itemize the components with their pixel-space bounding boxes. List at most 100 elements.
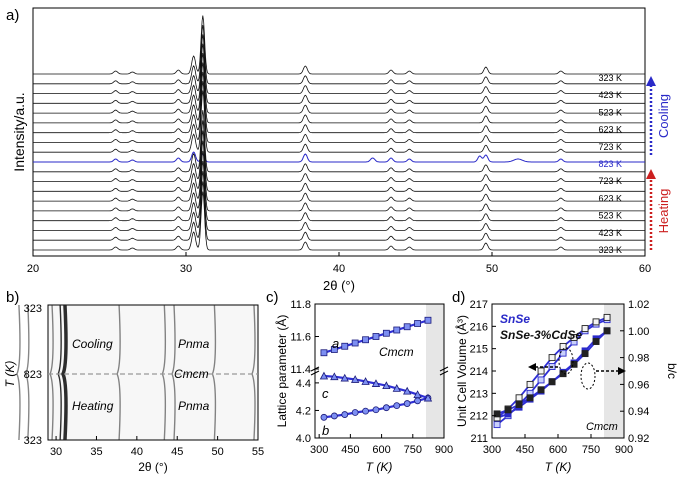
heating-arrow: Heating [646,169,671,250]
heatmap-peak-line [116,304,121,441]
xrd-trace [33,130,645,192]
volume-series-point [504,406,512,414]
y-tick-label: 11.8 [290,299,311,311]
series-point-c [350,375,360,383]
series-point-a [320,349,328,357]
panel-a-frame [32,7,646,257]
x-tick-label: 600 [372,444,390,456]
volume-series-line [496,330,608,415]
panel-a-x-label: 2θ (°) [323,278,355,293]
volume-series-point [592,338,600,345]
xrd-trace [33,62,645,124]
series-point-c [403,386,412,395]
series-point-c [423,393,433,402]
series-point-b [382,404,390,412]
series-point-a [341,342,349,350]
xrd-trace [33,151,645,163]
x-tick-label: 900 [615,444,633,456]
heatmap-cooling-label: Cooling [72,337,113,351]
panel-c-phase-label: Cmcm [379,345,414,359]
series-point-a [403,323,411,331]
heatmap-cmcm-label: Cmcm [174,367,209,381]
x-tick-label: 30 [50,446,62,458]
xrd-trace [33,110,645,173]
x-tick-label: 50 [486,263,498,275]
series-point-c [330,372,339,381]
series-point-a [393,326,401,334]
series-point-b [403,400,411,407]
volume-series-point [515,394,523,402]
x-tick-label: 300 [483,444,501,456]
volume-series-point [515,401,523,408]
series-point-b [330,412,338,420]
series-point-a [424,316,432,324]
heating-arrow-head [646,169,656,179]
temperature-label: 323 K [598,73,622,83]
x-tick-label: 60 [639,263,651,275]
series-point-c [319,371,329,380]
y-tick-label-left: 217 [470,299,488,311]
volume-series-point [581,325,589,333]
volume-series-point [548,354,556,362]
panel-d: d) 211 212 213 214 215 216 217 0.92 0.94 0.96 0.98… [452,289,679,474]
x-tick-label: 450 [516,444,534,456]
x-tick-label: 45 [171,446,183,458]
panel-a-x-ticks: 20 30 40 50 60 [27,252,651,275]
series-point-a [351,339,359,347]
cooling-arrow: Cooling [646,76,671,155]
y-tick-label-left: 213 [470,388,488,400]
panel-d-label: d) [452,289,465,306]
y-tick-label-right: 1.02 [628,299,649,311]
xrd-trace [33,120,645,182]
xrd-trace [33,150,645,212]
panel-d-x-ticks: 300 450 600 750 900 [483,434,633,456]
xrd-trace [33,34,645,94]
ellipse-left [558,347,574,375]
volume-series-line [496,330,608,419]
series-point-c [382,381,391,390]
y-tick-label-right: 1.00 [628,326,649,338]
y-tick-label-left: 212 [470,411,488,423]
panel-d-y-label-left: Unit Cell Volume (Å³) [454,315,469,427]
series-point-c [340,373,349,382]
panel-a-label: a) [6,7,19,24]
panel-b: b) 323 823 323 T (K) 30 35 40 45 50 55 2θ (°)… [3,289,264,474]
y-tick-label-right: 0.98 [628,353,649,365]
panel-a: a) 323 K 423 K 523 K 623 K 723 K 823 K 723 K 62… [6,7,671,293]
x-tick-label: 450 [341,444,359,456]
volume-series-point [537,386,545,394]
volume-series-point [570,360,578,368]
cooling-arrow-head [646,76,656,86]
lattice-plot [319,316,433,421]
temperature-label: 723 K [598,142,622,152]
x-tick-label: 750 [582,444,600,456]
panel-c-x-ticks: 300 450 600 750 900 [310,434,453,456]
series-point-b [393,402,401,410]
volume-series-point [493,421,501,429]
heatmap-pnma-top-label: Pnma [178,337,210,351]
volume-series-point [493,410,501,418]
panel-c-y-label: Lattice parameter (Å) [274,315,289,428]
axis-break-right-2 [439,370,449,376]
volume-series-point [603,327,611,335]
temperature-label: 423 K [598,90,622,100]
panel-b-ytick-mid: 823 [24,369,42,381]
temperature-label: 623 K [598,125,622,135]
x-tick-label: 600 [549,444,567,456]
temperature-label: 623 K [598,193,622,203]
series-point-c [413,390,422,398]
x-tick-label: 55 [252,446,264,458]
y-tick-label-right: 0.92 [628,433,649,445]
series-point-a [414,320,421,327]
panel-d-y-label-right: b/c [665,363,679,379]
axis-break-left-1 [310,366,320,372]
series-point-c [392,384,401,392]
y-tick-label-left: 215 [470,344,488,356]
axis-break-right-1 [439,366,449,372]
xrd-trace [33,90,645,153]
heatmap-heating-label: Heating [72,399,114,413]
xrd-trace [33,81,645,143]
panel-c-y-ticks: 11.4 11.6 11.8 4.0 4.2 4.4 [290,299,319,445]
temperature-label: 823 K [598,159,622,169]
series-point-a [382,329,390,337]
